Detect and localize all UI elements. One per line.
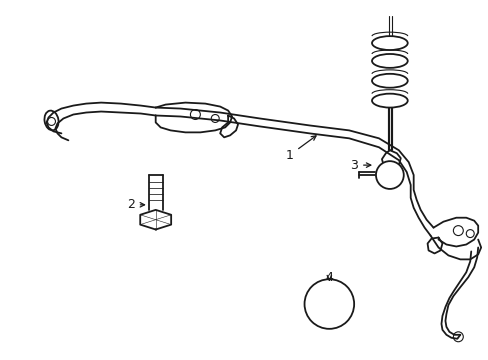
Ellipse shape [371, 94, 407, 108]
Text: 1: 1 [285, 136, 315, 162]
Circle shape [304, 279, 353, 329]
Ellipse shape [371, 36, 407, 50]
Ellipse shape [371, 74, 407, 88]
Text: 2: 2 [127, 198, 144, 211]
Text: 4: 4 [325, 271, 333, 284]
Text: 3: 3 [349, 159, 370, 172]
Circle shape [375, 161, 403, 189]
Ellipse shape [371, 54, 407, 68]
